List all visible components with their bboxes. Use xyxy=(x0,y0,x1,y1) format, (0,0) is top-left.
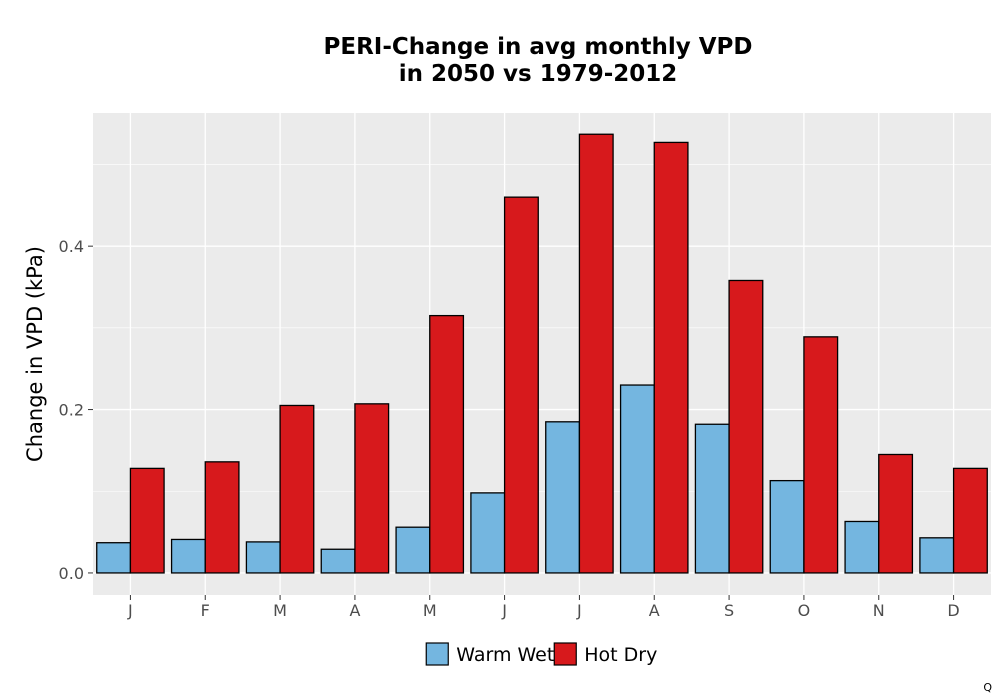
x-tick-label: A xyxy=(349,601,360,620)
x-tick-label: J xyxy=(501,601,507,620)
y-tick-label: 0.0 xyxy=(59,564,84,583)
bar-warm-wet xyxy=(96,542,132,574)
chart-subtitle: in 2050 vs 1979-2012 xyxy=(399,61,678,87)
bar-hot-dry xyxy=(878,453,914,574)
legend: Warm Wet Hot Dry xyxy=(425,642,657,666)
bar-hot-dry xyxy=(503,196,539,574)
bar-hot-dry xyxy=(354,403,390,574)
legend-key-warm-wet xyxy=(425,642,449,666)
y-axis-title: Change in VPD (kPa) xyxy=(23,246,47,462)
x-tick-label: F xyxy=(201,601,210,620)
bar-hot-dry xyxy=(429,314,465,574)
legend-label: Warm Wet xyxy=(456,644,554,666)
bar-warm-wet xyxy=(245,541,281,574)
y-axis-ticks: 0.0 0.2 0.4 xyxy=(59,237,93,583)
bar-warm-wet xyxy=(395,526,431,574)
y-tick-label: 0.2 xyxy=(59,401,84,420)
legend-key-hot-dry xyxy=(553,642,577,666)
bar-warm-wet xyxy=(919,537,955,574)
bar-hot-dry xyxy=(653,141,689,574)
bar-hot-dry xyxy=(578,133,614,574)
bar-warm-wet xyxy=(769,479,805,574)
bars-group xyxy=(96,133,988,574)
legend-label: Hot Dry xyxy=(584,644,657,666)
x-tick-label: J xyxy=(576,601,582,620)
bar-warm-wet xyxy=(844,520,880,574)
bar-warm-wet xyxy=(170,538,206,574)
bar-warm-wet xyxy=(320,548,356,574)
x-tick-label: M xyxy=(423,601,437,620)
x-tick-label: N xyxy=(873,601,885,620)
bar-hot-dry xyxy=(279,404,315,574)
x-tick-label: D xyxy=(947,601,959,620)
x-tick-label: J xyxy=(127,601,133,620)
bar-warm-wet xyxy=(545,421,581,574)
bar-hot-dry xyxy=(952,467,988,574)
bar-warm-wet xyxy=(694,423,730,574)
x-tick-label: O xyxy=(798,601,811,620)
bar-hot-dry xyxy=(204,461,240,574)
bar-warm-wet xyxy=(470,492,506,574)
bar-warm-wet xyxy=(619,384,655,574)
minor-gridlines xyxy=(93,164,991,492)
bar-hot-dry xyxy=(728,279,764,574)
bar-hot-dry xyxy=(129,467,165,574)
plot-panel xyxy=(93,113,991,595)
y-tick-label: 0.4 xyxy=(59,237,84,256)
bar-hot-dry xyxy=(803,336,839,574)
x-tick-label: A xyxy=(649,601,660,620)
chart-title: PERI-Change in avg monthly VPD xyxy=(324,34,753,60)
x-tick-label: S xyxy=(724,601,734,620)
corner-mark: Q xyxy=(983,681,992,694)
x-tick-label: M xyxy=(273,601,287,620)
